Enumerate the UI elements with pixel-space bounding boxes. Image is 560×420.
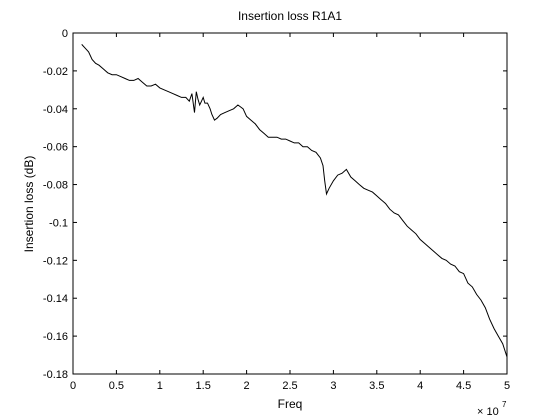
y-ticks: 0 -0.02 -0.04 -0.06 -0.08 -0.1 -0.12 -0.14 -0.16… bbox=[43, 28, 507, 381]
y-tick-label: -0.06 bbox=[43, 142, 68, 154]
y-axis-label: Insertion loss (dB) bbox=[22, 156, 36, 253]
y-tick-label: -0.1 bbox=[49, 217, 68, 229]
y-tick-label: -0.02 bbox=[43, 66, 68, 78]
axes-box bbox=[72, 32, 508, 375]
x-tick-label: 4.5 bbox=[456, 380, 471, 392]
x-tick-label: 5 bbox=[504, 380, 510, 392]
x-tick-label: 3 bbox=[330, 380, 336, 392]
series-group bbox=[81, 44, 508, 358]
y-tick-label: -0.04 bbox=[43, 104, 68, 116]
x-tick-label: 0 bbox=[70, 380, 76, 392]
y-tick-label: -0.12 bbox=[43, 255, 68, 267]
y-tick-label: -0.18 bbox=[43, 369, 68, 381]
x-axis-multiplier-exponent: 7 bbox=[502, 400, 507, 409]
x-tick-label: 2 bbox=[244, 380, 250, 392]
y-tick-label: -0.16 bbox=[43, 331, 68, 343]
series-line bbox=[81, 44, 508, 358]
y-tick-label: -0.14 bbox=[43, 293, 68, 305]
x-tick-label: 3.5 bbox=[369, 380, 384, 392]
x-tick-label: 4 bbox=[417, 380, 423, 392]
y-tick-label: -0.08 bbox=[43, 180, 68, 192]
x-tick-label: 0.5 bbox=[109, 380, 124, 392]
plot-area-frame bbox=[72, 32, 508, 375]
chart-title: Insertion loss R1A1 bbox=[238, 9, 342, 23]
x-axis-multiplier: × 10 bbox=[477, 406, 499, 418]
y-tick-label: 0 bbox=[62, 28, 68, 40]
x-ticks: 0 0.5 1 1.5 2 2.5 3 3.5 4 4.5 5 bbox=[70, 33, 510, 392]
x-tick-label: 2.5 bbox=[282, 380, 297, 392]
x-tick-label: 1.5 bbox=[196, 380, 211, 392]
x-axis-label: Freq bbox=[278, 397, 303, 411]
x-tick-label: 1 bbox=[157, 380, 163, 392]
